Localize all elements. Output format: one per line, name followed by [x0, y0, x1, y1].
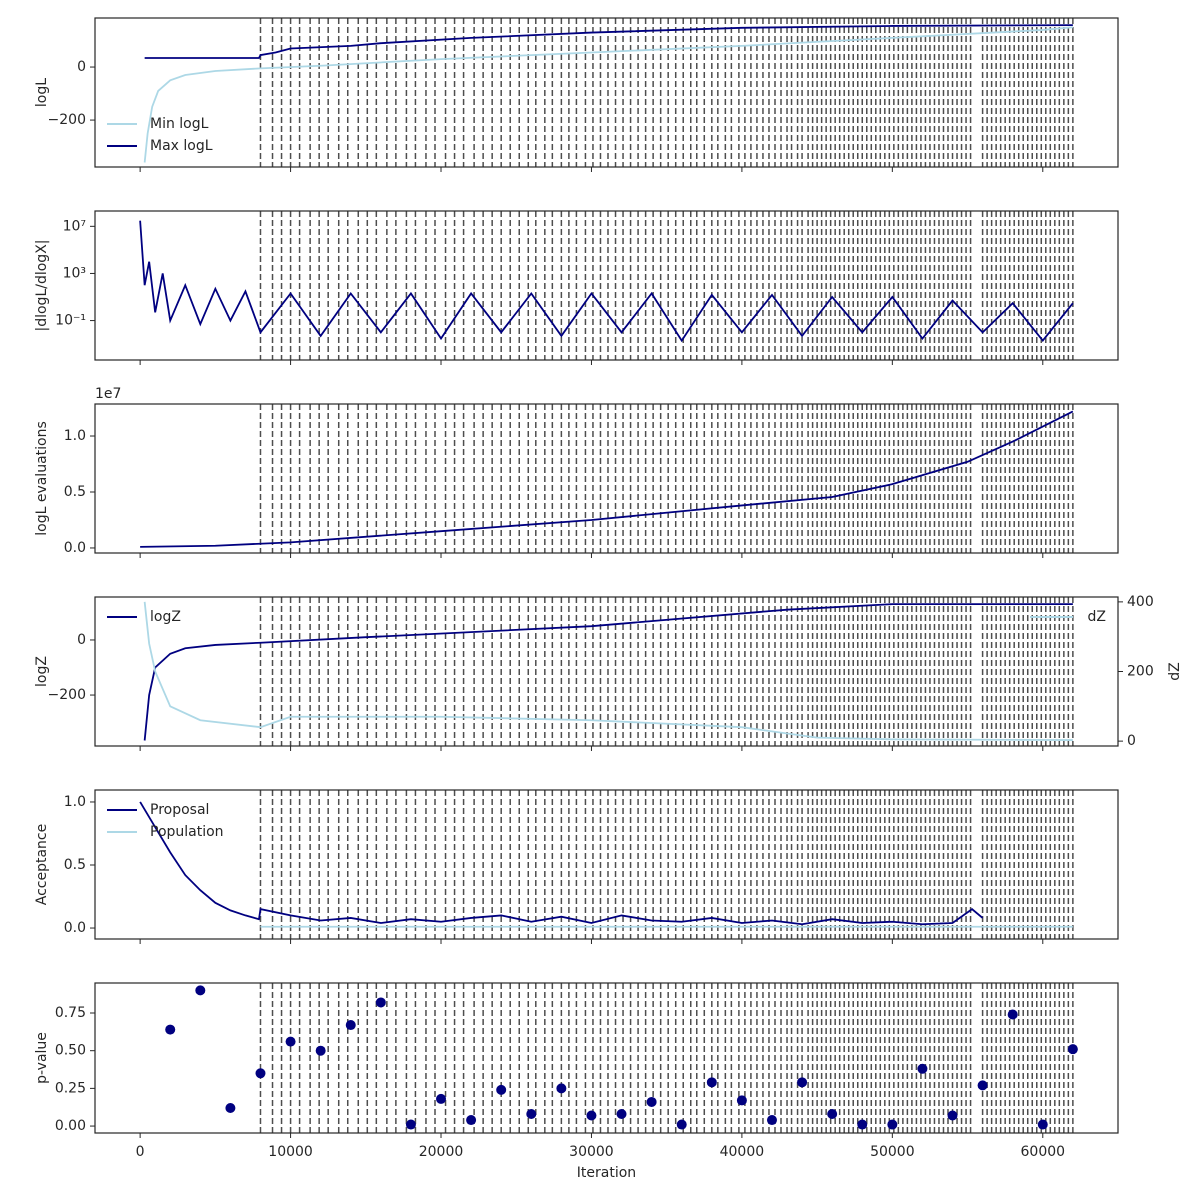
point [375, 997, 386, 1008]
series-line [139, 220, 1074, 343]
frame [94, 210, 1119, 361]
y2-tick-label: 200 [1127, 664, 1154, 680]
panel [143, 597, 1074, 746]
x-tick-label: 10000 [268, 1144, 313, 1160]
frame [94, 982, 1119, 1134]
y-tick-label: 0.0 [64, 540, 86, 556]
offset-text: 1e7 [95, 386, 121, 402]
y-tick-label: 0.00 [55, 1118, 86, 1134]
point [706, 1077, 717, 1088]
panel [143, 18, 1074, 167]
x-tick-label: 20000 [419, 1144, 464, 1160]
x-tick-label: 40000 [720, 1144, 765, 1160]
y-axis-label: p-value [34, 1032, 50, 1084]
y2-tick-label: 400 [1127, 594, 1154, 610]
point [466, 1115, 477, 1126]
y2-tick-label: 0 [1127, 733, 1136, 749]
y-axis-label: |dlogL/dlogX| [34, 240, 50, 332]
x-axis-label: Iteration [577, 1165, 636, 1181]
panel [139, 790, 1074, 939]
series-line [144, 24, 1073, 59]
panel [165, 983, 1078, 1133]
series-line [143, 603, 1073, 741]
y-tick-label: 1.0 [64, 794, 86, 810]
point [255, 1068, 266, 1079]
legend-label: dZ [1088, 609, 1106, 625]
y-axis-label: logL evaluations [34, 421, 50, 536]
y-axis-label: logZ [34, 656, 50, 687]
y-axis-label: logL [34, 78, 50, 107]
point [225, 1102, 236, 1113]
point [827, 1109, 838, 1120]
panel [139, 211, 1074, 360]
point [405, 1119, 416, 1130]
point [285, 1036, 296, 1047]
point [887, 1119, 898, 1130]
frame [94, 789, 1119, 940]
y-tick-label: −200 [48, 687, 86, 703]
point [165, 1024, 176, 1035]
point [526, 1109, 537, 1120]
x-tick-label: 50000 [870, 1144, 915, 1160]
panel [140, 404, 1074, 553]
legend-label: Proposal [150, 802, 209, 818]
point [797, 1077, 808, 1088]
point [586, 1110, 597, 1121]
legend-label: Population [150, 824, 224, 840]
frame [94, 17, 1119, 168]
legend-label: logZ [150, 609, 181, 625]
y-tick-label: 0.25 [55, 1080, 86, 1096]
y-axis-label: Acceptance [34, 824, 50, 905]
point [857, 1119, 868, 1130]
point [1007, 1009, 1018, 1020]
y-tick-label: 10⁻¹ [55, 313, 86, 329]
point [676, 1119, 687, 1130]
point [917, 1063, 928, 1074]
x-tick-label: 0 [136, 1144, 145, 1160]
frame [94, 403, 1119, 554]
point [736, 1095, 747, 1106]
y-tick-label: 1.0 [64, 428, 86, 444]
y-tick-label: 0.5 [64, 484, 86, 500]
y2-axis-label: dZ [1167, 662, 1183, 680]
y-tick-label: 10⁷ [63, 218, 86, 234]
series-line [140, 410, 1074, 548]
y-tick-label: 0.75 [55, 1005, 86, 1021]
point [315, 1045, 326, 1056]
y-tick-label: 10³ [63, 265, 86, 281]
point [195, 985, 206, 996]
series-line [143, 26, 1073, 163]
y-tick-label: 0.5 [64, 857, 86, 873]
y-tick-label: 0.50 [55, 1043, 86, 1059]
point [947, 1110, 958, 1121]
point [436, 1093, 447, 1104]
point [556, 1083, 567, 1094]
y-tick-label: 0.0 [64, 920, 86, 936]
point [766, 1115, 777, 1126]
point [646, 1096, 657, 1107]
point [496, 1084, 507, 1095]
y-tick-label: 0 [77, 632, 86, 648]
x-tick-label: 30000 [569, 1144, 614, 1160]
point [616, 1109, 627, 1120]
point [977, 1080, 988, 1091]
y-tick-label: 0 [77, 59, 86, 75]
point [1037, 1119, 1048, 1130]
frame [94, 596, 1119, 747]
point [345, 1020, 356, 1031]
series-line [139, 801, 984, 926]
series-line [143, 601, 1073, 741]
legend-label: Max logL [150, 138, 213, 154]
y-tick-label: −200 [48, 112, 86, 128]
x-tick-label: 60000 [1021, 1144, 1066, 1160]
point [1067, 1044, 1078, 1055]
legend-label: Min logL [150, 116, 209, 132]
